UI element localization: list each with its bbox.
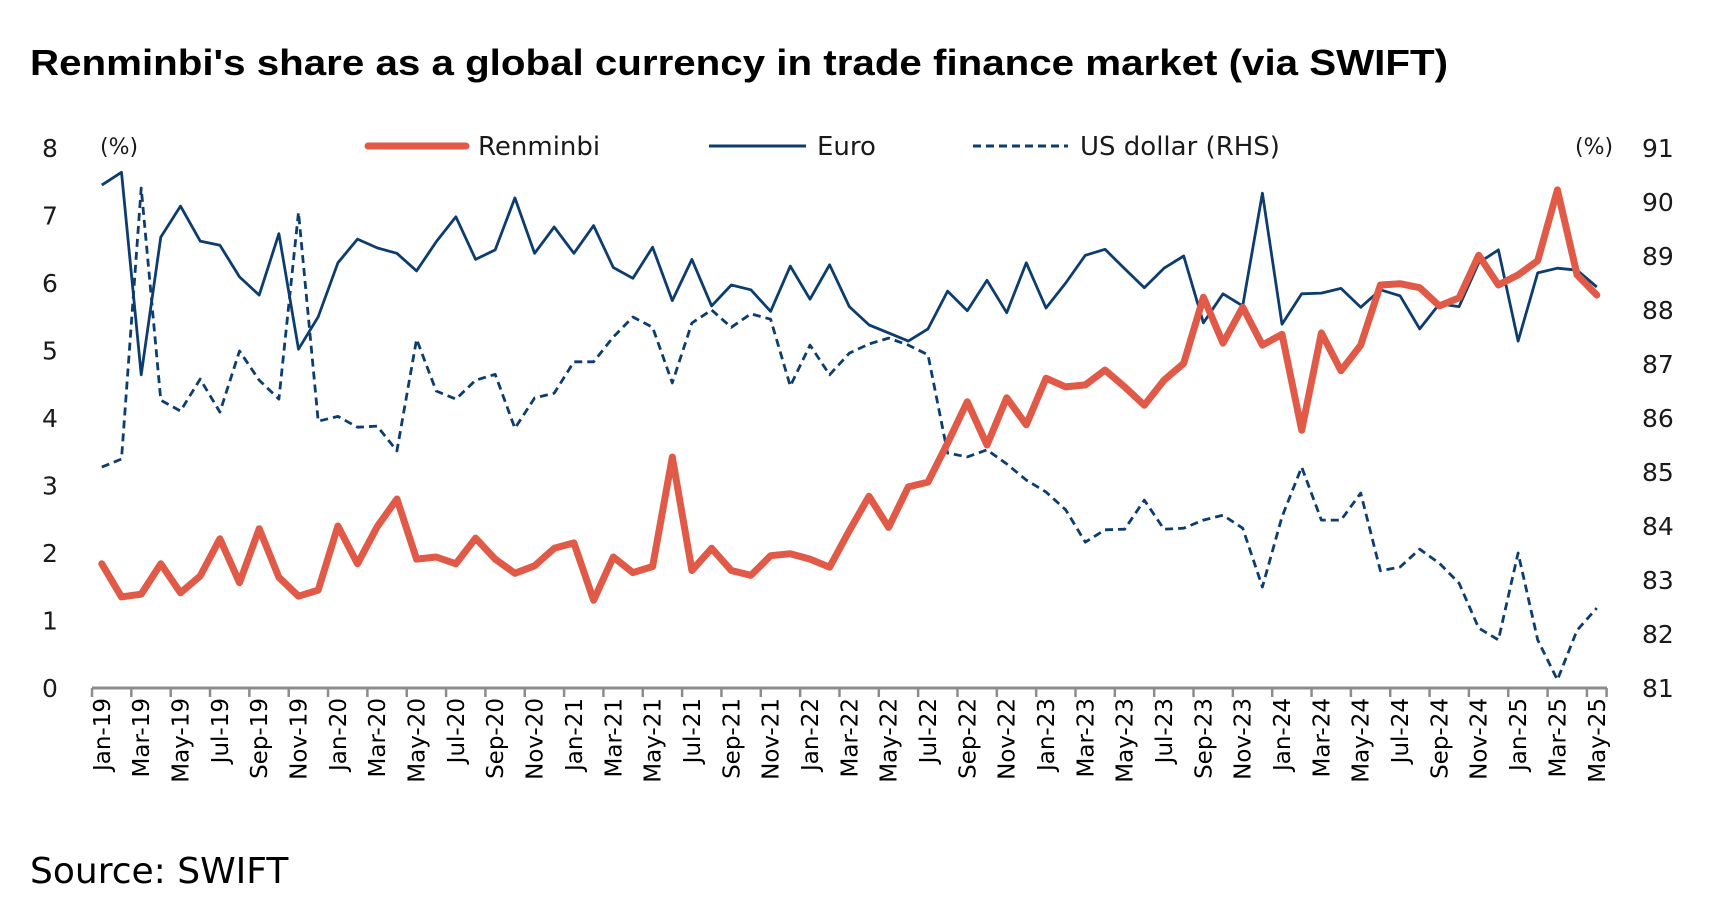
- series-euro: [101, 170, 1598, 377]
- legend-label-us-dollar: US dollar (RHS): [1080, 132, 1280, 162]
- left-axis-tick-labels: 0 1 2 3 4 5 6 7 8: [42, 134, 58, 703]
- x-axis-tick-label: Nov-22: [995, 698, 1021, 780]
- x-axis-tick-label: Jan-22: [798, 698, 824, 773]
- x-axis-tick-label: Jan-21: [562, 698, 588, 773]
- series-line-euro: [101, 170, 1598, 377]
- series-line-us-dollar-rhs: [101, 186, 1598, 682]
- legend-item-renminbi: Renminbi: [364, 132, 600, 162]
- left-axis-tick-label: 6: [42, 269, 58, 298]
- right-axis-tick-labels: 81 82 83 84 85 86 87 88 89 90 91: [1642, 134, 1674, 703]
- x-axis-tick-label: May-24: [1349, 698, 1375, 783]
- right-axis-tick-label: 84: [1642, 512, 1674, 541]
- x-axis-tick-label: Jul-21: [680, 698, 706, 765]
- left-axis-tick-label: 1: [42, 607, 58, 636]
- x-axis-tick-label: Sep-22: [955, 698, 981, 779]
- x-axis-tick-label: Sep-24: [1427, 698, 1453, 779]
- x-axis-tick-label: Nov-20: [523, 698, 549, 780]
- x-axis-tick-label: Mar-21: [601, 698, 627, 778]
- left-axis-tick-label: 2: [42, 539, 58, 568]
- x-axis-tick-label: May-22: [877, 698, 903, 783]
- x-axis-tick-label: Jul-20: [444, 698, 470, 765]
- x-axis-tick-label: May-19: [169, 698, 195, 783]
- right-axis-tick-label: 82: [1642, 620, 1674, 649]
- x-axis-tick-label: Jul-23: [1152, 698, 1178, 765]
- x-axis-tick-label: Nov-24: [1467, 698, 1493, 780]
- right-axis-tick-label: 87: [1642, 350, 1674, 379]
- series-us-dollar-rhs: [101, 186, 1598, 682]
- x-axis-tick-label: May-21: [641, 698, 667, 783]
- right-axis-unit-label: (%): [1575, 135, 1613, 160]
- left-axis-tick-label: 3: [42, 472, 58, 501]
- x-axis-tick-label: Sep-21: [719, 698, 745, 779]
- x-axis-tick-label: Nov-21: [759, 698, 785, 780]
- x-axis-tick-label: Nov-19: [287, 698, 313, 780]
- x-axis-tick-label: Jul-24: [1388, 698, 1414, 765]
- x-axis-tick-label: Sep-20: [483, 698, 509, 779]
- legend-item-euro: Euro: [709, 132, 876, 162]
- right-axis-tick-label: 88: [1642, 296, 1674, 325]
- x-axis-tick-label: Jul-22: [916, 698, 942, 765]
- right-axis-tick-label: 90: [1642, 188, 1674, 217]
- x-axis-tick-label: Mar-19: [129, 698, 155, 778]
- legend-label-euro: Euro: [817, 132, 876, 162]
- legend-label-renminbi: Renminbi: [478, 132, 600, 162]
- legend: Renminbi Euro US dollar (RHS): [364, 132, 1280, 162]
- x-axis-tick-label: Jan-19: [90, 698, 116, 773]
- source-note: Source: SWIFT: [30, 851, 289, 892]
- x-axis-tick-label: Jul-19: [208, 698, 234, 765]
- right-axis-tick-label: 85: [1642, 458, 1674, 487]
- left-axis-tick-label: 4: [42, 404, 58, 433]
- right-axis-tick-label: 89: [1642, 242, 1674, 271]
- x-axis-tick-label: Jan-25: [1506, 698, 1532, 773]
- series-layer: [98, 170, 1601, 682]
- x-axis-tick-label: Mar-25: [1545, 698, 1571, 778]
- x-axis-tick-label: Mar-24: [1309, 698, 1335, 778]
- left-axis-tick-label: 7: [42, 202, 58, 231]
- legend-item-us-dollar: US dollar (RHS): [973, 132, 1280, 162]
- series-renminbi: [98, 186, 1601, 604]
- x-axis-tick-label: May-25: [1585, 698, 1611, 783]
- x-axis-tick-label: Jan-24: [1270, 698, 1296, 773]
- x-axis-tick-label: Nov-23: [1231, 698, 1257, 780]
- x-axis-tick-label: Mar-20: [365, 698, 391, 778]
- right-axis-tick-label: 91: [1642, 134, 1674, 163]
- x-axis-tick-label: Jan-20: [326, 698, 352, 773]
- x-axis-tick-label: Jan-23: [1034, 698, 1060, 773]
- x-axis-tick-label: May-20: [405, 698, 431, 783]
- right-axis-tick-label: 83: [1642, 566, 1674, 595]
- x-axis-tick-label: Sep-23: [1191, 698, 1217, 779]
- left-axis-tick-label: 8: [42, 134, 58, 163]
- x-axis-ticks: [90, 688, 1608, 697]
- series-line-renminbi: [98, 186, 1601, 604]
- x-axis-tick-label: Mar-23: [1073, 698, 1099, 778]
- left-axis-tick-label: 5: [42, 337, 58, 366]
- x-axis-tick-label: Mar-22: [837, 698, 863, 778]
- right-axis-tick-label: 86: [1642, 404, 1674, 433]
- x-axis-tick-labels: Jan-19 Mar-19 May-19 Jul-19 Sep-19 Nov-19 Jan-…: [90, 698, 1611, 783]
- right-axis-tick-label: 81: [1642, 674, 1674, 703]
- x-axis-tick-label: Sep-19: [247, 698, 273, 779]
- left-axis-unit-label: (%): [100, 135, 138, 160]
- x-axis-tick-label: May-23: [1113, 698, 1139, 783]
- chart-title: Renminbi's share as a global currency in…: [30, 42, 1448, 83]
- left-axis-tick-label: 0: [42, 674, 58, 703]
